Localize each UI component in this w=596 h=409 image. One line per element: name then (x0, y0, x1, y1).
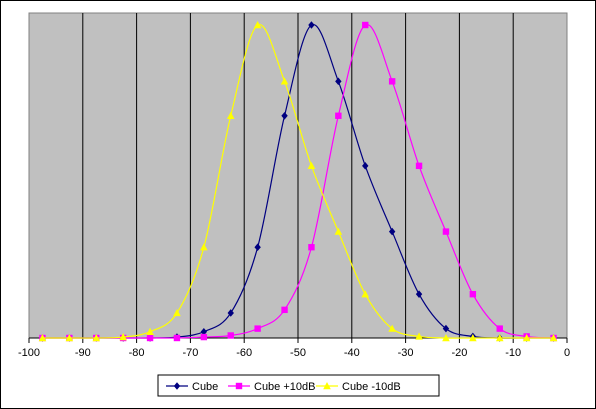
data-point (335, 112, 342, 119)
data-point (254, 325, 261, 332)
data-point (388, 227, 396, 236)
legend-item-cube-10db: Cube +10dB (228, 381, 315, 393)
data-point (361, 290, 370, 298)
legend: Cube Cube +10dB Cube -10dB (157, 374, 440, 397)
data-point (469, 334, 477, 342)
legend-item-cube-10db: Cube -10dB (316, 381, 401, 393)
data-point (388, 324, 396, 332)
data-point (415, 332, 423, 340)
x-tick-label: -30 (398, 347, 414, 359)
data-point (442, 228, 450, 235)
x-tick-label: -90 (75, 347, 91, 359)
data-point (388, 78, 396, 85)
data-point (65, 334, 74, 342)
data-point (281, 111, 288, 120)
data-point (281, 306, 288, 314)
x-tick-label: 0 (564, 347, 570, 359)
data-point (522, 334, 531, 342)
data-point (495, 334, 504, 342)
data-point (442, 324, 450, 333)
data-point (549, 334, 558, 342)
data-point (146, 327, 154, 335)
x-tick-label: -10 (505, 347, 521, 359)
x-tick-label: -100 (18, 347, 40, 359)
data-point (92, 334, 101, 342)
data-point (335, 77, 342, 86)
data-point (200, 327, 208, 336)
data-point (119, 333, 127, 341)
data-point (362, 162, 369, 170)
data-point (308, 21, 315, 29)
legend-marker (173, 382, 181, 390)
data-point (173, 308, 181, 317)
x-tick-label: -50 (290, 347, 306, 359)
legend-item-cube: Cube (166, 381, 218, 393)
series-layer (38, 21, 558, 342)
x-tick-label: -70 (182, 347, 198, 359)
data-point (415, 290, 423, 298)
legend-label: Cube +10dB (254, 381, 315, 393)
x-axis: -100 -90 -80 -70 -60 -50 -40 -30 -20 -10 0 (18, 337, 570, 359)
data-point (227, 332, 234, 339)
data-point (334, 227, 343, 235)
legend-marker (235, 382, 243, 390)
data-point (442, 334, 450, 342)
data-point (200, 243, 208, 251)
data-point (307, 161, 316, 170)
series-cube-10db (38, 21, 558, 342)
data-point (469, 290, 477, 298)
data-point (173, 334, 181, 342)
x-tick-label: -80 (129, 347, 145, 359)
data-point (146, 334, 154, 342)
legend-marker (323, 382, 331, 390)
x-tick-label: -20 (451, 347, 467, 359)
legend-box (157, 374, 440, 397)
data-point (362, 21, 369, 29)
legend-label: Cube (192, 381, 218, 393)
data-point (280, 77, 289, 85)
data-point (415, 162, 423, 170)
x-tick-label: -60 (236, 347, 252, 359)
data-point (308, 244, 315, 251)
data-point (226, 111, 235, 119)
data-point (200, 333, 208, 341)
data-point (253, 21, 262, 29)
series-line (42, 24, 554, 339)
legend-label: Cube -10dB (342, 381, 401, 393)
data-point (254, 243, 261, 252)
x-tick-label: -40 (344, 347, 360, 359)
data-point (227, 309, 234, 317)
data-point (496, 325, 503, 332)
data-point (38, 334, 47, 342)
